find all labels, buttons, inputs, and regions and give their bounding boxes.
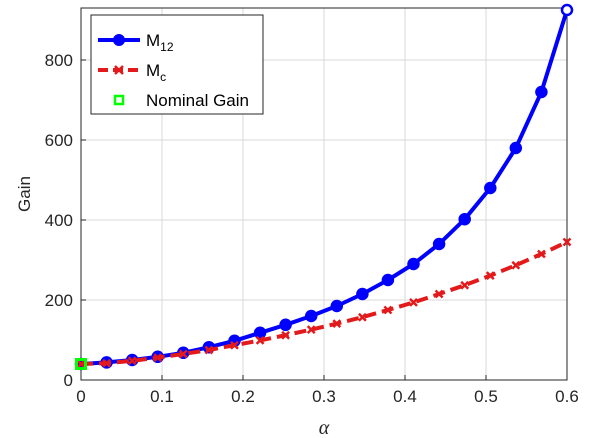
axes — [80, 7, 568, 381]
series-mc-point — [306, 325, 316, 334]
series-mc-point-stroke — [230, 340, 239, 350]
series-m12-point — [560, 3, 574, 17]
y-tick-label: 0 — [64, 371, 73, 390]
series-mc-point — [562, 237, 572, 247]
series-mc-point-stroke — [383, 305, 393, 315]
series-m12-point — [356, 287, 369, 301]
legend-m12-marker — [113, 34, 125, 46]
series-mc-line — [80, 240, 568, 366]
series-m12-point — [304, 309, 318, 323]
series-mc-point-stroke — [460, 280, 470, 290]
series-mc-point — [460, 280, 470, 290]
series-mc-point-stroke — [409, 298, 418, 307]
x-tick-label: 0.3 — [312, 387, 336, 406]
x-tick-label: 0.1 — [150, 387, 174, 406]
x-tick-label: 0.6 — [555, 387, 579, 406]
series-mc-point-stroke — [485, 271, 495, 280]
series-mc-point — [383, 305, 393, 315]
legend-m12-sub: 12 — [160, 40, 174, 54]
legend-mc-sub: c — [160, 70, 166, 84]
legend-mc-main: M — [146, 61, 160, 80]
series-mc-point-stroke — [306, 325, 316, 334]
series-mc-point — [204, 345, 214, 355]
y-tick-label: 600 — [45, 131, 73, 150]
series-mc-point-stroke — [434, 289, 444, 299]
series-mc-point-stroke — [204, 345, 214, 355]
series-m12-point — [330, 299, 344, 313]
series-mc-point — [434, 289, 444, 299]
x-tick-label: 0.5 — [474, 387, 498, 406]
series-m12-point — [484, 181, 497, 195]
series-m12-point — [279, 318, 292, 332]
series-layer — [74, 3, 574, 371]
series-mc-point-stroke — [127, 356, 137, 366]
series-mc-point — [76, 359, 86, 369]
x-tick-label: 0.2 — [231, 387, 255, 406]
series-m12-point — [381, 273, 395, 287]
series-m12-point — [432, 237, 446, 251]
legend-mc-marker — [114, 65, 124, 75]
series-mc-point — [358, 312, 367, 322]
series-mc-point-stroke — [255, 336, 265, 345]
series-nominal-gain-point — [75, 358, 87, 370]
legend-mc-label: Mc — [146, 61, 166, 84]
y-axis-label: Gain — [15, 176, 34, 212]
series-mc-point-stroke — [153, 353, 163, 362]
series-mc-point — [537, 249, 546, 259]
y-tick-label: 800 — [45, 51, 73, 70]
series-m12-point — [407, 257, 420, 271]
series-mc-point — [230, 340, 239, 350]
legend-m12-label: M12 — [146, 31, 174, 54]
legend-m12-main: M — [146, 31, 160, 50]
x-tick-label: 0 — [76, 387, 85, 406]
series-m12-point — [253, 326, 267, 340]
series-m12-point — [509, 141, 523, 155]
x-tick-label: 0.4 — [393, 387, 417, 406]
tick-labels: 0 0.1 0.2 0.3 0.4 0.5 0.6 0 200 400 600 800 — [45, 51, 579, 406]
series-mc-point-stroke — [76, 359, 86, 369]
legend-box — [90, 14, 264, 115]
y-tick-label: 400 — [45, 211, 73, 230]
series-mc-point-stroke — [511, 260, 521, 270]
legend: M12 Mc Nominal Gain — [90, 14, 264, 115]
series-mc-point-stroke — [332, 319, 342, 328]
series-mc-point — [153, 353, 163, 362]
series-mc-point — [178, 349, 188, 359]
series-mc-point — [332, 319, 342, 328]
series-m12-point — [458, 212, 471, 226]
series-mc-point — [511, 260, 521, 270]
series-m12-point — [535, 85, 548, 99]
series-mc-point — [255, 336, 265, 345]
series-mc-point — [127, 356, 137, 366]
series-mc-point — [485, 271, 495, 280]
series-mc-point-stroke — [562, 237, 572, 247]
legend-nominal-label: Nominal Gain — [146, 91, 249, 110]
series-mc-point-stroke — [281, 330, 290, 340]
y-tick-label: 200 — [45, 291, 73, 310]
series-mc-point-stroke — [178, 349, 188, 359]
series-mc-point — [102, 358, 111, 368]
series-mc-point-stroke — [102, 358, 111, 368]
legend-nominal-marker — [113, 94, 125, 106]
axes-box — [80, 7, 568, 381]
series-mc-point — [281, 330, 290, 340]
series-mc-point-stroke — [358, 312, 367, 322]
x-axis-label: α — [319, 417, 330, 438]
series-mc-point — [409, 298, 418, 307]
series-mc-point-stroke — [537, 249, 546, 259]
